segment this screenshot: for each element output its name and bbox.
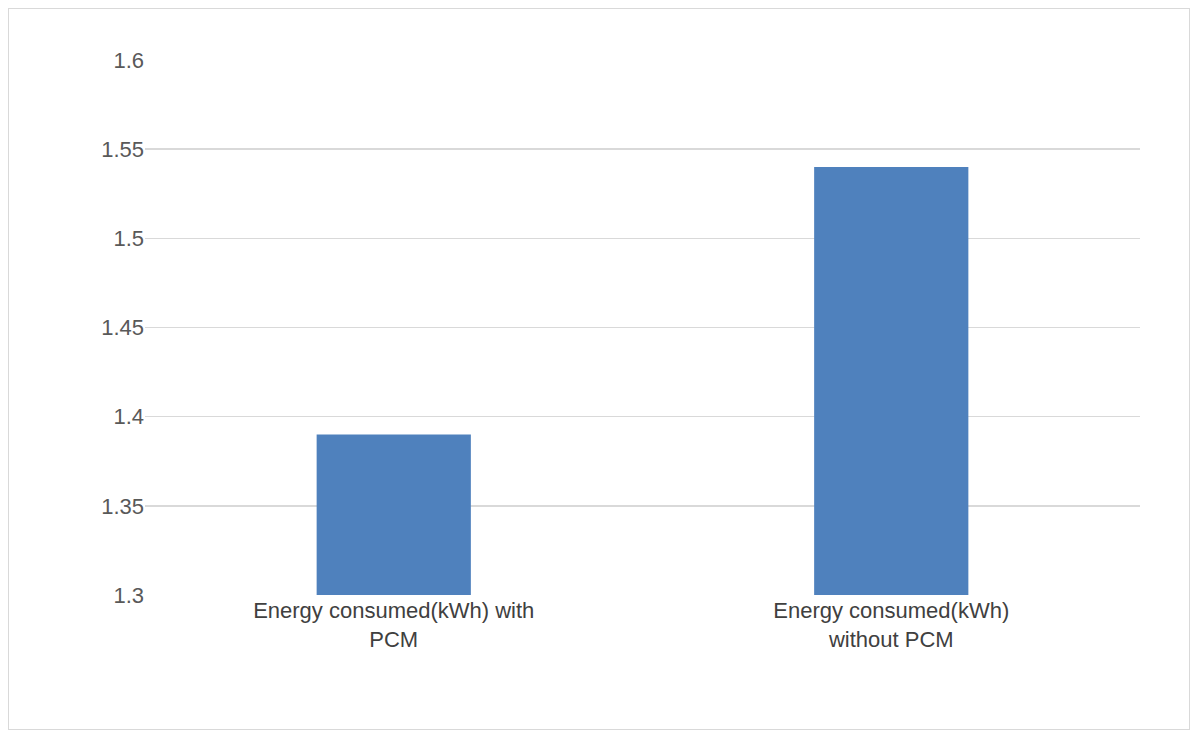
svg-text:1.55: 1.55	[101, 137, 144, 162]
svg-text:1.4: 1.4	[113, 404, 144, 429]
svg-text:Energy consumed(kWh) withPCM: Energy consumed(kWh) withPCM	[253, 598, 534, 652]
svg-text:1.35: 1.35	[101, 494, 144, 519]
svg-text:1.45: 1.45	[101, 315, 144, 340]
svg-text:Energy consumed(kWh)without PC: Energy consumed(kWh)without PCM	[773, 598, 1009, 652]
svg-text:1.5: 1.5	[113, 226, 144, 251]
svg-text:1.3: 1.3	[113, 583, 144, 608]
svg-text:1.6: 1.6	[113, 48, 144, 73]
